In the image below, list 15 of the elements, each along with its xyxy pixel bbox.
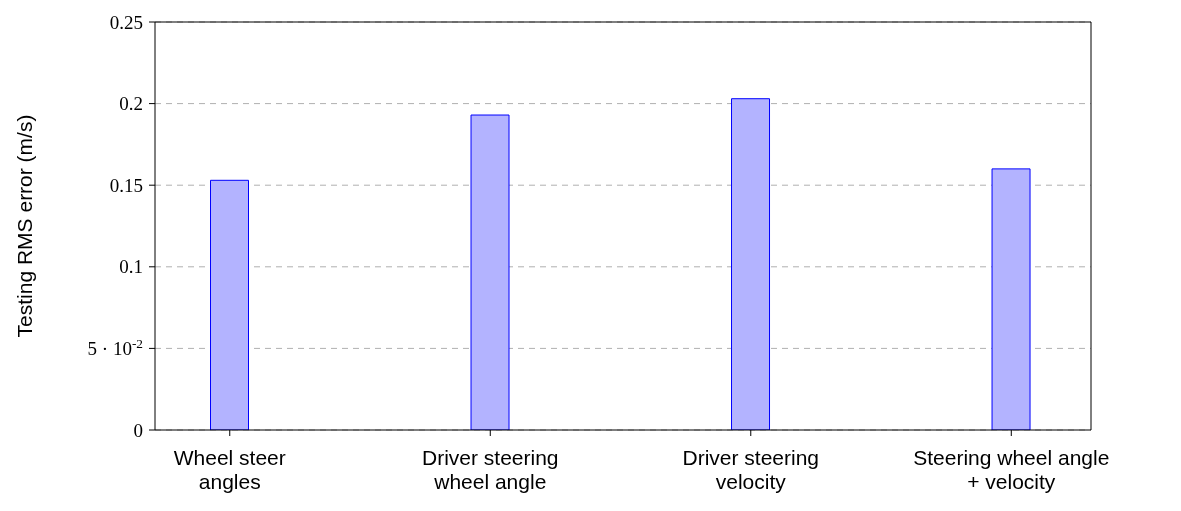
- x-tick-label: Wheel steer angles: [173, 445, 286, 494]
- bar: [210, 179, 250, 430]
- x-tick-label: Driver steering velocity: [682, 445, 820, 494]
- y-tick-label: 5 · 10$^{-2}$: [87, 335, 143, 360]
- y-tick-label: 0: [133, 419, 143, 441]
- bar: [470, 114, 510, 430]
- y-axis-title: Testing RMS error (m/s): [13, 114, 37, 338]
- x-tick-label: Steering wheel angle + velocity: [913, 445, 1110, 494]
- y-tick-label: 0.15: [109, 174, 143, 196]
- y-tick-label: 0.25: [109, 11, 143, 33]
- bar: [731, 98, 771, 430]
- y-tick-label: 0.2: [119, 93, 143, 115]
- bar: [991, 168, 1031, 430]
- x-tick-label: Driver steering wheel angle: [422, 445, 559, 494]
- y-tick-label: 0.1: [119, 256, 143, 278]
